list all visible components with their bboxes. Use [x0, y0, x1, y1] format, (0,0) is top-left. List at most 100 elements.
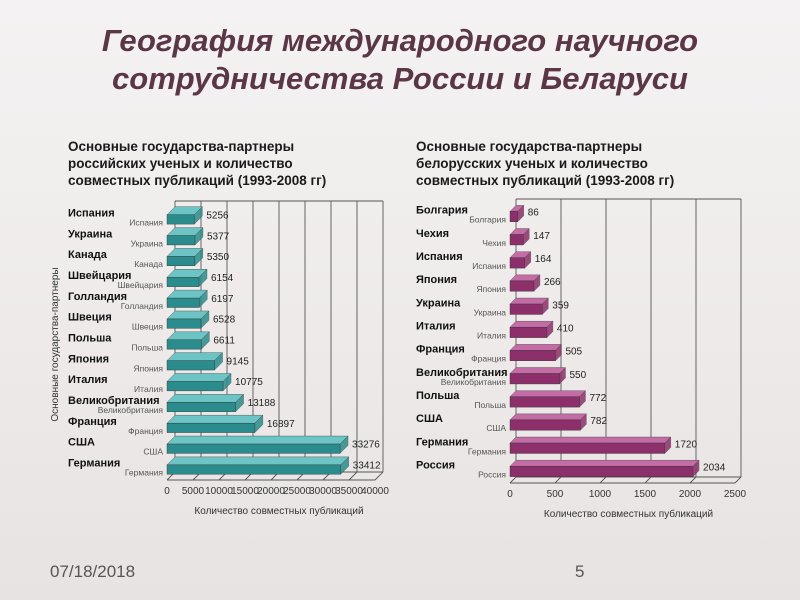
by-category-label: Италия	[416, 320, 456, 332]
by-category-label: Испания	[416, 251, 463, 263]
by-bar-top	[509, 390, 586, 397]
by-category-label: США	[416, 413, 443, 425]
ru-bar-top	[166, 414, 264, 424]
ru-value-label: 33276	[352, 440, 380, 451]
ru-category-tick-label: Япония	[133, 363, 163, 373]
ru-y-axis-label: Основные государства-партнеры	[50, 267, 61, 421]
by-bar	[509, 350, 556, 361]
ru-x-tick-label: 20000	[257, 486, 285, 497]
by-category-tick-label: Испания	[472, 261, 506, 271]
by-category-label: Болгария	[416, 205, 468, 217]
by-category-label: Россия	[416, 459, 455, 471]
by-bar	[509, 257, 525, 269]
by-bar	[509, 419, 581, 431]
ru-x-tick-label: 40000	[361, 486, 389, 497]
by-category-tick-label: Болгария	[469, 215, 506, 225]
by-category-tick-label: Польша	[474, 400, 506, 410]
by-bar-top	[509, 367, 566, 374]
by-value-label: 1720	[675, 439, 698, 450]
by-value-label: 410	[557, 323, 574, 334]
by-value-label: 266	[544, 277, 561, 288]
by-category-tick-label: Италия	[477, 330, 506, 340]
page-number: 5	[575, 562, 585, 581]
ru-category-label: Германия	[68, 458, 120, 470]
ru-category-label: Польша	[68, 333, 112, 345]
by-floor-line	[554, 476, 562, 484]
ru-category-tick-label: Голландия	[121, 301, 164, 311]
ru-bar	[166, 256, 196, 267]
ru-value-label: 33412	[353, 461, 381, 472]
by-value-label: 2034	[703, 462, 726, 473]
ru-bar	[166, 422, 256, 433]
ru-category-tick-label: Германия	[125, 468, 164, 478]
ru-category-label: Голландия	[68, 291, 127, 303]
by-bar	[509, 211, 518, 222]
ru-category-label: Швейцария	[68, 270, 131, 282]
ru-category-tick-label: Швейцария	[118, 280, 164, 290]
ru-x-tick-label: 10000	[205, 486, 233, 497]
ru-category-tick-label: США	[143, 447, 163, 457]
ru-bar-top	[166, 456, 350, 466]
ru-value-label: 6611	[213, 336, 235, 347]
ru-value-label: 5377	[207, 231, 230, 242]
by-floor-line	[599, 476, 607, 484]
ru-value-label: 10775	[235, 377, 263, 388]
by-category-label: Великобритания	[416, 367, 508, 379]
ru-value-label: 5256	[206, 210, 229, 221]
left-chart-subtitle: Основные государства-партнеры российских…	[68, 139, 327, 188]
ru-bar-top	[166, 373, 232, 382]
by-floor-line	[509, 476, 517, 484]
ru-x-tick-label: 5000	[182, 486, 205, 497]
ru-category-tick-label: Великобритания	[98, 405, 164, 415]
ru-x-tick-label: 30000	[309, 486, 337, 497]
ru-value-label: 13188	[248, 398, 276, 409]
by-category-tick-label: Украина	[474, 307, 507, 317]
by-bar	[509, 373, 560, 385]
ru-x-tick-label: 15000	[231, 486, 259, 497]
ru-category-label: Италия	[68, 374, 108, 386]
ru-category-label: Канада	[68, 249, 108, 261]
right-chart-subtitle: Основные государства-партнеры белорусски…	[416, 139, 675, 188]
ru-category-label: США	[68, 437, 95, 449]
ru-x-tick-label: 35000	[335, 486, 363, 497]
by-value-label: 505	[565, 347, 582, 358]
by-value-label: 550	[570, 370, 587, 381]
ru-bar	[166, 339, 202, 350]
by-bar	[509, 303, 543, 315]
by-value-label: 359	[552, 300, 569, 311]
by-category-label: Германия	[416, 436, 468, 448]
ru-bar	[166, 277, 200, 287]
ru-bar-top	[166, 435, 349, 445]
ru-bar	[166, 235, 196, 246]
by-category-tick-label: Россия	[478, 469, 506, 479]
by-floor-line	[689, 476, 697, 484]
ru-category-tick-label: Испания	[129, 217, 163, 227]
ru-x-axis-label: Количество совместных публикаций	[194, 505, 363, 517]
by-category-tick-label: Япония	[476, 284, 506, 294]
ru-bar	[166, 443, 341, 454]
by-category-label: Украина	[416, 297, 461, 309]
by-bar-top	[509, 297, 549, 305]
ru-category-tick-label: Швеция	[132, 322, 164, 332]
by-category-tick-label: США	[486, 423, 506, 433]
ru-category-label: Франция	[68, 416, 117, 428]
ru-category-label: Испания	[68, 207, 115, 219]
by-value-label: 86	[528, 208, 540, 219]
ru-category-label: Великобритания	[68, 395, 160, 407]
ru-category-tick-label: Польша	[131, 343, 163, 353]
ru-value-label: 9145	[227, 356, 250, 367]
ru-bar	[166, 464, 341, 475]
ru-category-tick-label: Франция	[128, 426, 163, 436]
by-value-label: 164	[535, 254, 552, 265]
by-category-label: Польша	[416, 390, 460, 402]
by-bar	[509, 396, 580, 408]
ru-category-label: Украина	[68, 228, 113, 240]
ru-bar-top	[166, 352, 224, 361]
by-bar-top	[509, 413, 587, 421]
by-x-tick-label: 0	[507, 489, 513, 500]
by-x-tick-label: 2500	[724, 489, 747, 500]
by-bar	[509, 280, 535, 292]
ru-floor-line	[374, 471, 384, 481]
by-category-tick-label: Франция	[471, 354, 506, 364]
